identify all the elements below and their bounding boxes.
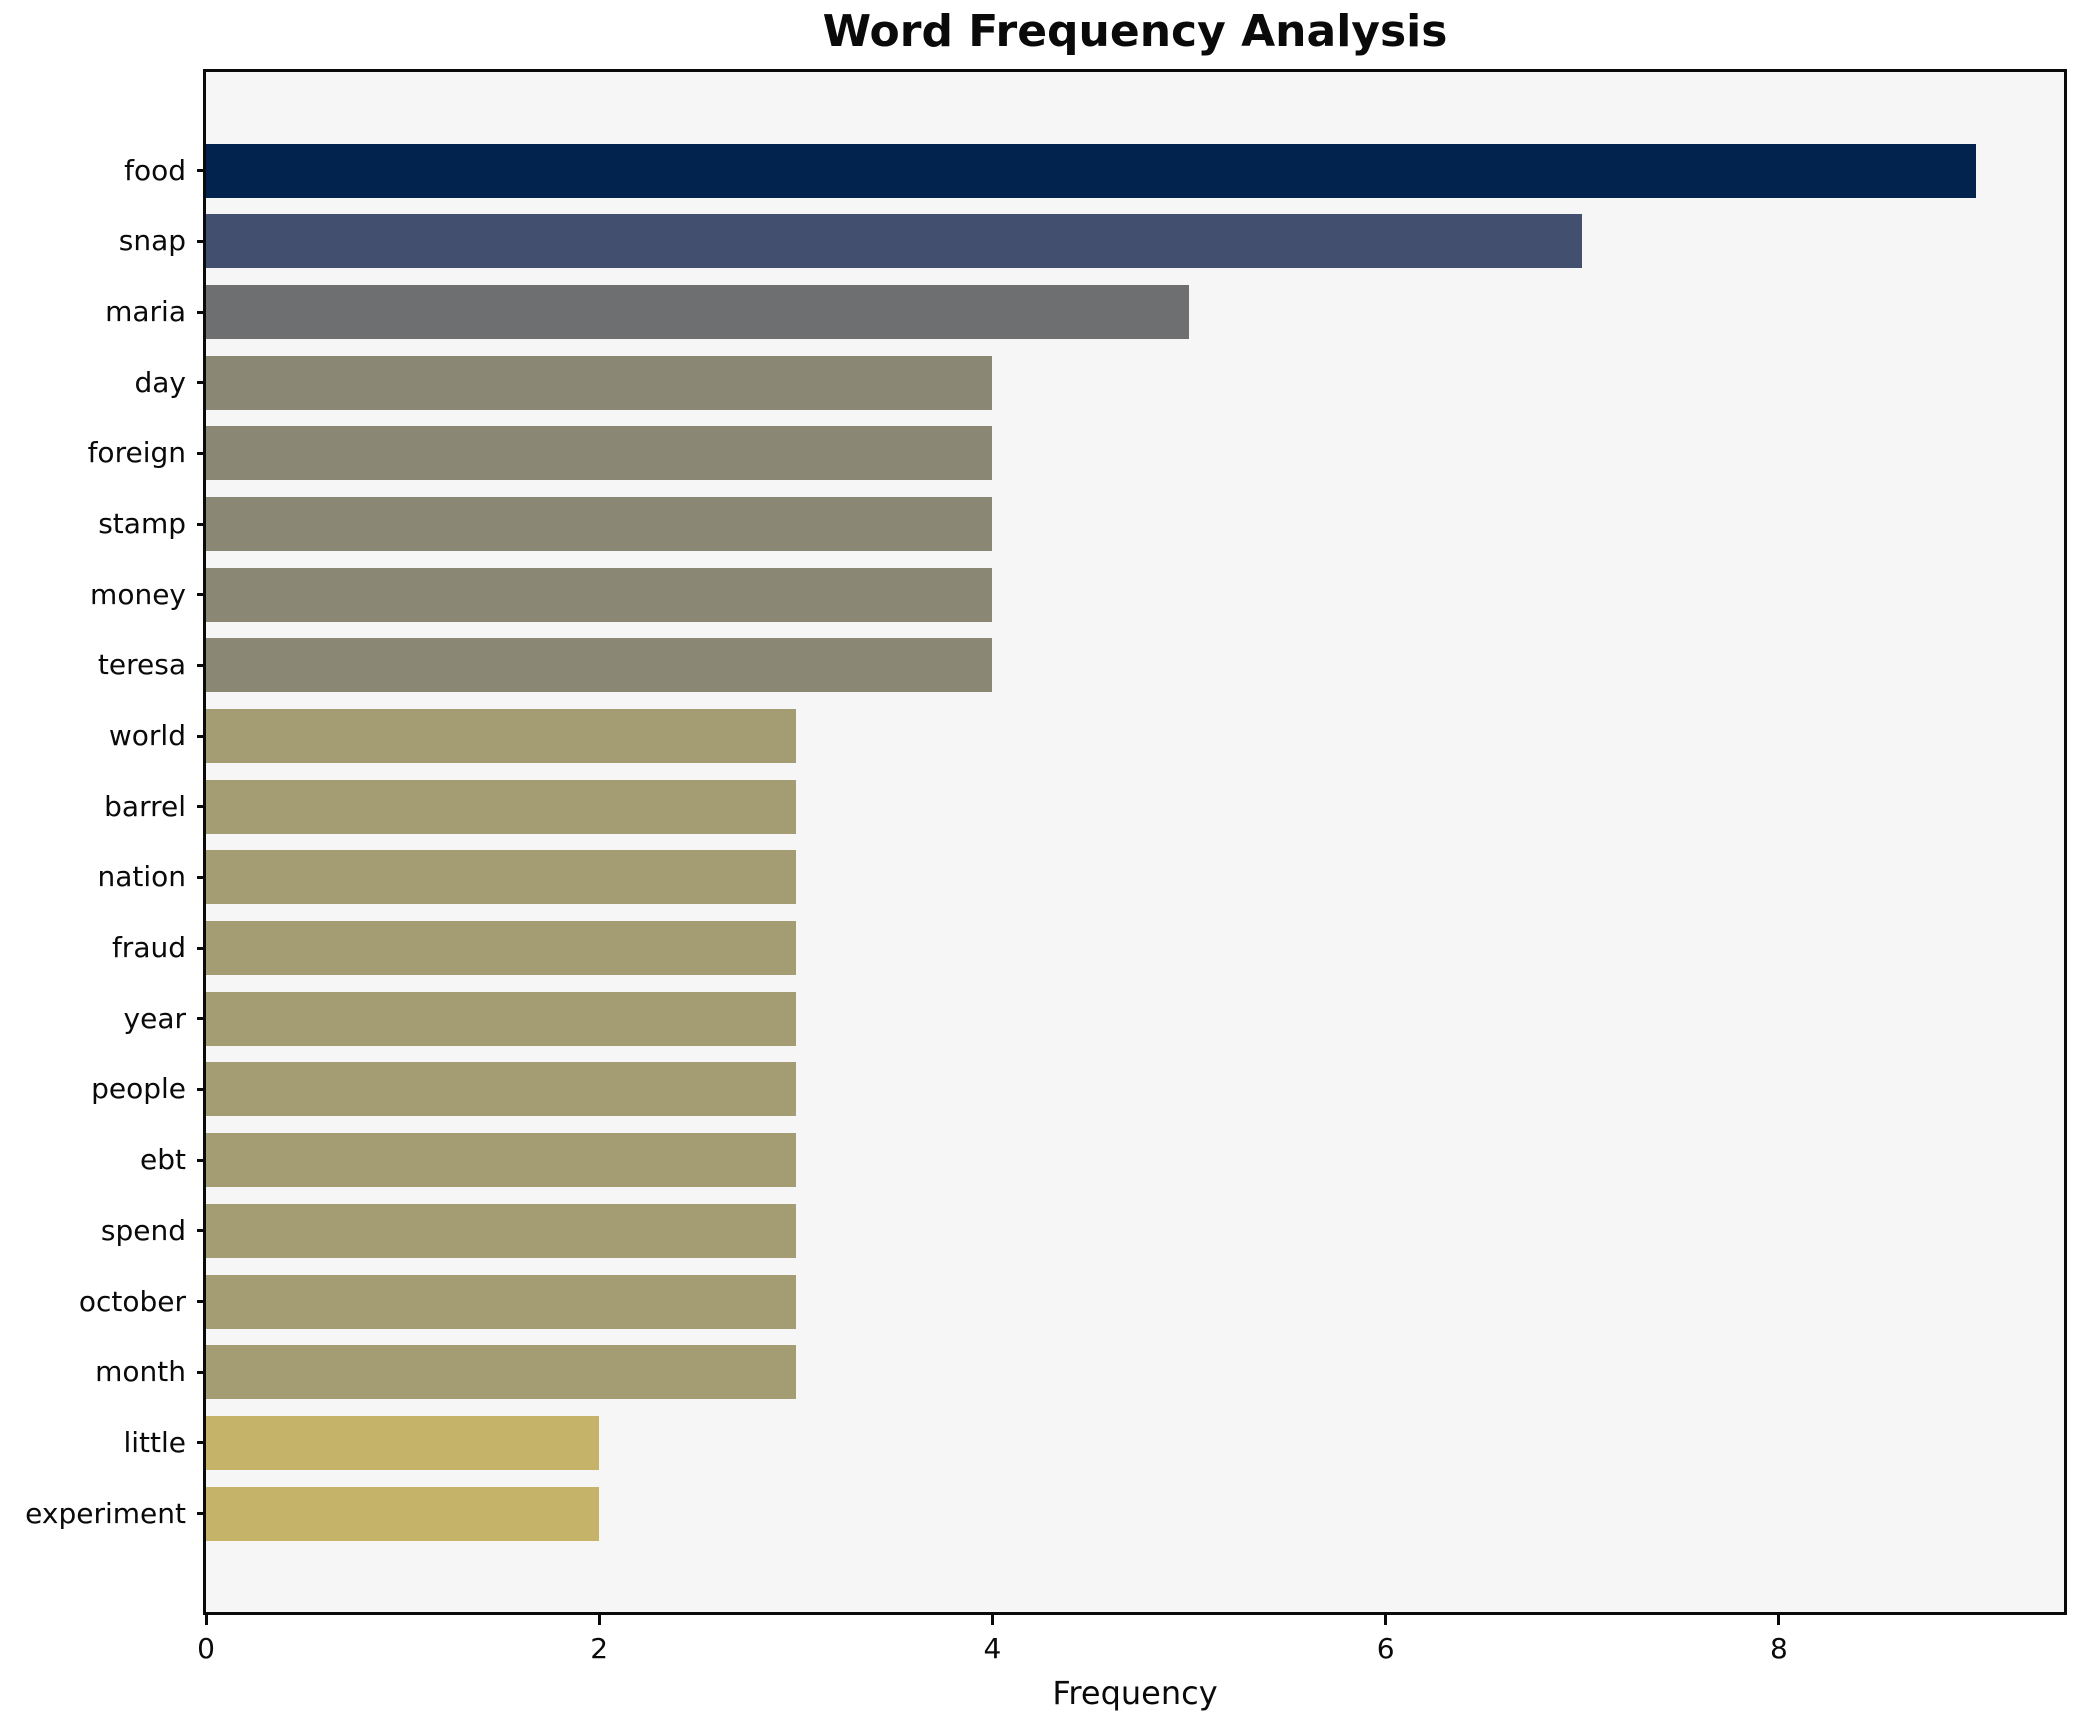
y-tick-mark: [197, 381, 206, 385]
x-tick-label-8: 8: [1769, 1632, 1788, 1665]
bar-teresa: [206, 638, 993, 693]
y-tick-mark: [197, 239, 206, 243]
bar-fraud: [206, 921, 796, 976]
x-tick-mark: [204, 1615, 208, 1625]
x-tick-label-6: 6: [1376, 1632, 1395, 1665]
bar-snap: [206, 214, 1583, 269]
y-tick-mark: [197, 169, 206, 173]
y-tick-mark: [197, 663, 206, 667]
bar-little: [206, 1415, 600, 1470]
bar-money: [206, 567, 993, 622]
y-tick-mark: [197, 522, 206, 526]
y-tick-label-stamp: stamp: [98, 507, 186, 541]
y-tick-label-experiment: experiment: [25, 1496, 186, 1530]
bar-maria: [206, 285, 1190, 339]
y-tick-mark: [197, 1158, 206, 1162]
chart-title: Word Frequency Analysis: [822, 6, 1448, 57]
y-tick-label-teresa: teresa: [97, 648, 186, 682]
bar-year: [206, 991, 796, 1046]
x-tick-label-0: 0: [197, 1632, 215, 1665]
y-tick-mark: [197, 593, 206, 597]
y-tick-label-foreign: foreign: [87, 436, 186, 470]
y-tick-mark: [197, 734, 206, 738]
plot-area: [203, 69, 2067, 1615]
y-tick-label-maria: maria: [105, 295, 186, 328]
y-tick-label-october: october: [78, 1284, 186, 1318]
y-tick-mark: [197, 1512, 206, 1516]
y-tick-label-year: year: [123, 1001, 186, 1035]
y-tick-mark: [197, 1441, 206, 1445]
y-tick-mark: [197, 1370, 206, 1374]
x-tick-label-4: 4: [983, 1632, 1002, 1665]
y-tick-label-money: money: [90, 577, 186, 611]
y-tick-mark: [197, 805, 206, 809]
bar-barrel: [206, 779, 796, 834]
bar-october: [206, 1274, 796, 1329]
y-tick-label-nation: nation: [97, 860, 186, 894]
bar-spend: [206, 1203, 796, 1258]
y-tick-mark: [197, 1087, 206, 1091]
x-axis-title: Frequency: [1052, 1674, 1218, 1712]
y-tick-label-world: world: [108, 719, 186, 753]
x-tick-mark: [990, 1615, 994, 1625]
y-tick-mark: [197, 1300, 206, 1304]
bar-people: [206, 1062, 796, 1117]
y-tick-label-spend: spend: [100, 1213, 186, 1247]
bar-stamp: [206, 497, 993, 552]
y-tick-mark: [197, 451, 206, 455]
y-tick-mark: [197, 310, 206, 314]
y-tick-label-snap: snap: [118, 224, 186, 258]
x-tick-mark: [1777, 1615, 1781, 1625]
x-tick-mark: [1384, 1615, 1388, 1625]
y-tick-label-little: little: [123, 1425, 186, 1459]
y-tick-mark: [197, 1017, 206, 1021]
y-tick-label-people: people: [91, 1072, 186, 1106]
y-tick-label-month: month: [95, 1355, 186, 1389]
y-tick-label-day: day: [134, 365, 186, 399]
y-tick-label-barrel: barrel: [104, 789, 186, 823]
bar-ebt: [206, 1133, 796, 1188]
bar-month: [206, 1345, 796, 1400]
x-tick-label-2: 2: [590, 1632, 609, 1665]
y-tick-label-ebt: ebt: [140, 1143, 186, 1177]
y-tick-mark: [197, 875, 206, 879]
bar-foreign: [206, 426, 993, 481]
bar-food: [206, 143, 1976, 198]
bar-world: [206, 709, 796, 764]
bar-experiment: [206, 1486, 600, 1541]
y-tick-mark: [197, 946, 206, 950]
y-tick-label-food: food: [124, 153, 186, 187]
y-tick-label-fraud: fraud: [111, 931, 186, 965]
y-tick-mark: [197, 1229, 206, 1233]
bar-nation: [206, 850, 796, 905]
x-tick-mark: [597, 1615, 601, 1625]
bar-day: [206, 355, 993, 410]
